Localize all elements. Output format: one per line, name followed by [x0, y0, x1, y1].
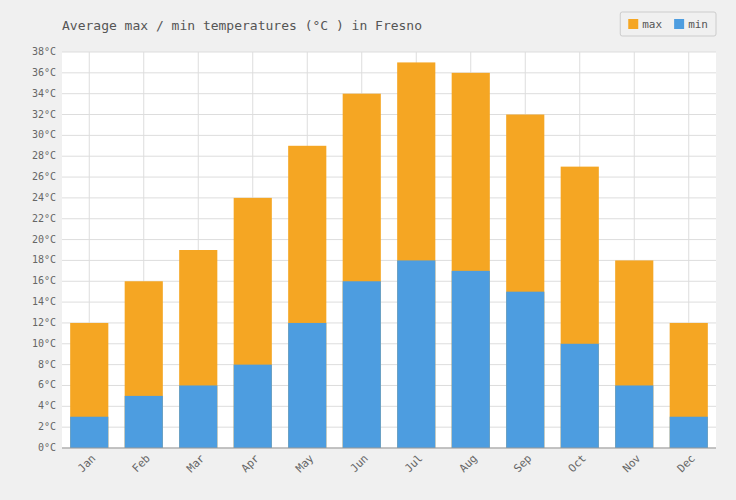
bar: [670, 417, 708, 448]
bar: [179, 385, 217, 448]
y-tick-label: 20°C: [32, 234, 56, 245]
y-grid-line: [62, 135, 716, 136]
bars: [70, 62, 708, 448]
bar: [125, 281, 163, 448]
bar: [506, 292, 544, 448]
y-grid-line: [62, 156, 716, 157]
x-tick-label: Jan: [75, 452, 98, 475]
y-tick-label: 30°C: [32, 129, 56, 140]
legend-frame: [620, 12, 716, 36]
x-tick-label: Mar: [184, 452, 208, 476]
bar: [615, 385, 653, 448]
bar: [125, 396, 163, 448]
legend-swatch: [674, 19, 684, 29]
y-tick-label: 38°C: [32, 46, 56, 57]
y-tick-label: 32°C: [32, 109, 56, 120]
bar: [397, 62, 435, 448]
bar: [561, 167, 599, 448]
x-tick-label: Feb: [130, 452, 153, 475]
y-grid-line: [62, 177, 716, 178]
x-tick-label: Jul: [402, 452, 425, 475]
bar: [70, 417, 108, 448]
y-tick-label: 16°C: [32, 275, 56, 286]
y-tick-label: 24°C: [32, 192, 56, 203]
bar: [234, 198, 272, 448]
y-tick-label: 8°C: [38, 359, 56, 370]
y-grid-line: [62, 114, 716, 115]
y-tick-label: 10°C: [32, 338, 56, 349]
y-tick-label: 6°C: [38, 379, 56, 390]
x-tick-label: Jun: [348, 452, 371, 475]
y-grid-line: [62, 197, 716, 198]
y-tick-label: 12°C: [32, 317, 56, 328]
bar: [561, 344, 599, 448]
y-tick-label: 0°C: [38, 442, 56, 453]
x-tick-label: Apr: [239, 452, 263, 476]
bar: [615, 260, 653, 448]
y-tick-label: 36°C: [32, 67, 56, 78]
y-grid-line: [62, 52, 716, 53]
bar: [179, 250, 217, 448]
bar: [506, 115, 544, 448]
y-grid-line: [62, 448, 716, 449]
bar: [343, 281, 381, 448]
y-tick-label: 26°C: [32, 171, 56, 182]
title: Average max / min temperatures (°C ) in …: [62, 18, 422, 33]
bar: [452, 73, 490, 448]
bar: [343, 94, 381, 448]
x-tick-label: May: [293, 452, 317, 476]
y-grid-line: [62, 239, 716, 240]
legend-label: max: [642, 18, 662, 31]
legend: max min: [620, 12, 716, 36]
y-tick-label: 4°C: [38, 400, 56, 411]
x-tick-label: Nov: [620, 452, 644, 476]
x-tick-label: Aug: [457, 452, 480, 475]
y-tick-label: 14°C: [32, 296, 56, 307]
bar: [397, 260, 435, 448]
plot-background: [62, 52, 716, 448]
x-tick-label: Oct: [566, 452, 589, 475]
x-tick-label: Dec: [675, 452, 698, 475]
y-grid-line: [62, 72, 716, 73]
bar: [670, 323, 708, 448]
bar: [452, 271, 490, 448]
y-grid-line: [62, 218, 716, 219]
bar: [70, 323, 108, 448]
legend-label: min: [688, 18, 708, 31]
y-tick-label: 2°C: [38, 421, 56, 432]
x-axis: Jan Feb Mar Apr May Jun Jul Aug Sep Oct Nov Dec: [75, 452, 698, 476]
x-axis-line: [62, 448, 716, 449]
y-axis: 0°C 2°C 4°C 6°C 8°C 10°C 12°C 14°C 16°C 18°C 20°C 2…: [32, 46, 56, 453]
grid: [62, 52, 716, 448]
bar: [234, 365, 272, 448]
y-tick-label: 22°C: [32, 213, 56, 224]
y-tick-label: 28°C: [32, 150, 56, 161]
chart-container: 0°C 2°C 4°C 6°C 8°C 10°C 12°C 14°C 16°C 18°C 20°C 2…: [0, 0, 736, 500]
chart: 0°C 2°C 4°C 6°C 8°C 10°C 12°C 14°C 16°C 18°C 20°C 2…: [0, 0, 736, 500]
y-grid-line: [62, 93, 716, 94]
legend-swatch: [628, 19, 638, 29]
y-tick-label: 34°C: [32, 88, 56, 99]
x-tick-label: Sep: [511, 452, 534, 475]
bar: [288, 146, 326, 448]
y-tick-label: 18°C: [32, 254, 56, 265]
bar: [288, 323, 326, 448]
